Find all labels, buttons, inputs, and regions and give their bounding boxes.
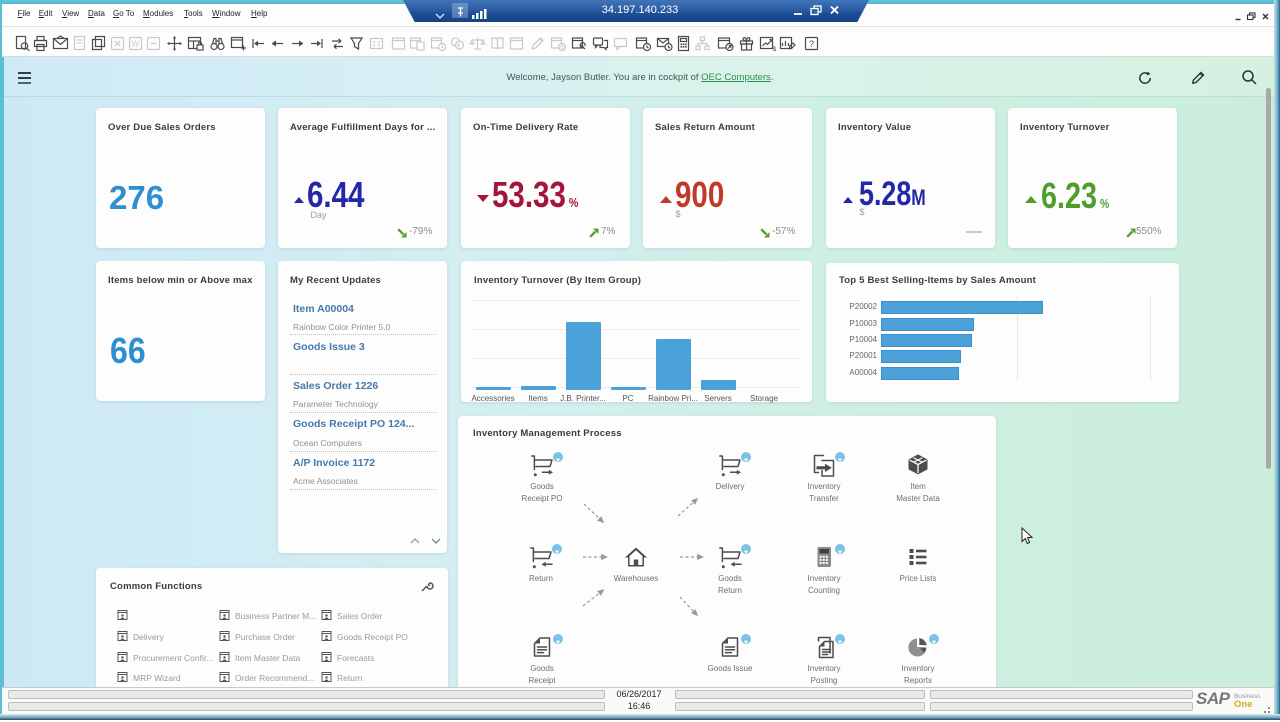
svg-text:$: $ — [772, 46, 776, 52]
svg-text:W: W — [131, 40, 139, 49]
svg-text:?: ? — [808, 39, 813, 49]
svg-text:@: @ — [558, 46, 564, 52]
